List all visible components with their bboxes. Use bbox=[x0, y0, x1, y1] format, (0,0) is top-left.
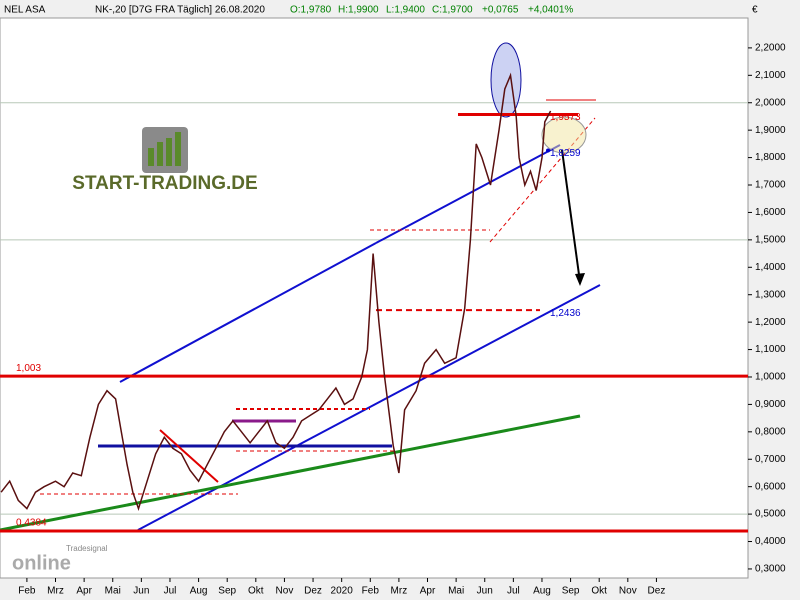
level-marker bbox=[546, 148, 550, 153]
y-tick-label: 2,1000 bbox=[755, 70, 786, 81]
y-tick-label: 2,0000 bbox=[755, 97, 786, 108]
x-tick-label: Mai bbox=[105, 586, 121, 597]
x-tick-label: Mrz bbox=[47, 586, 64, 597]
x-tick-label: Okt bbox=[248, 586, 264, 597]
x-tick-label: Jul bbox=[507, 586, 520, 597]
quote-value: C:1,9700 bbox=[432, 5, 473, 16]
support-line bbox=[0, 414, 581, 532]
y-tick-label: 1,6000 bbox=[755, 207, 786, 218]
y-tick-label: 0,6000 bbox=[755, 481, 786, 492]
x-tick-label: Sep bbox=[218, 586, 236, 597]
x-tick-label: Sep bbox=[562, 586, 580, 597]
logo-bar bbox=[166, 138, 172, 166]
x-tick-label: Jun bbox=[133, 586, 149, 597]
x-tick-label: Jun bbox=[477, 586, 493, 597]
axes: 0,3000 0,4000 0,5000 0,6000 0,7000 0,8000 0,90… bbox=[18, 43, 786, 597]
y-tick-label: 0,7000 bbox=[755, 454, 786, 465]
brand-small: Tradesignal bbox=[66, 544, 108, 553]
subtitle: NK-,20 [D7G FRA Täglich] 26.08.2020 bbox=[95, 5, 265, 16]
x-tick-label: Nov bbox=[619, 586, 637, 597]
x-tick-label: Dez bbox=[648, 586, 666, 597]
x-tick-label: Feb bbox=[362, 586, 380, 597]
price-line bbox=[0, 72, 552, 511]
x-tick-label: Aug bbox=[533, 586, 551, 597]
quote-value: O:1,9780 bbox=[290, 5, 332, 16]
level-label: 1,003 bbox=[16, 363, 41, 374]
brand: Tradesignal online bbox=[12, 544, 108, 574]
y-tick-label: 2,2000 bbox=[755, 43, 786, 54]
level-label: 1,2436 bbox=[550, 308, 581, 319]
x-tick-label: Apr bbox=[76, 586, 92, 597]
x-tick-label: Aug bbox=[190, 586, 208, 597]
y-tick-label: 0,4000 bbox=[755, 536, 786, 547]
y-tick-label: 1,7000 bbox=[755, 180, 786, 191]
x-tick-label: Feb bbox=[18, 586, 36, 597]
level-label: 1,8259 bbox=[550, 148, 581, 159]
x-tick-label: Dez bbox=[304, 586, 322, 597]
series bbox=[0, 72, 552, 511]
level-label: 1,9573 bbox=[550, 112, 581, 123]
x-tick-label: 2020 bbox=[331, 586, 354, 597]
highlight bbox=[490, 42, 522, 118]
unit: € bbox=[752, 5, 758, 16]
x-tick-label: Apr bbox=[420, 586, 436, 597]
quote: O:1,9780 H:1,9900 L:1,9400 C:1,9700 +0,0765 +… bbox=[290, 5, 573, 16]
plot-area bbox=[0, 17, 749, 579]
level-label: 0,4384 bbox=[16, 518, 47, 529]
quote-value: +0,0765 bbox=[482, 5, 519, 16]
x-tick-label: Okt bbox=[591, 586, 607, 597]
trend-line bbox=[159, 429, 219, 483]
x-tick-label: Nov bbox=[276, 586, 294, 597]
logo-bar bbox=[157, 142, 163, 166]
y-tick-label: 1,2000 bbox=[755, 317, 786, 328]
levels: 1,003 0,4384 1,9573 1,8259 1,2436 bbox=[0, 112, 748, 533]
quote-value: H:1,9900 bbox=[338, 5, 379, 16]
y-tick-label: 1,9000 bbox=[755, 125, 786, 136]
y-tick-label: 0,3000 bbox=[755, 564, 786, 575]
title: NEL ASA bbox=[4, 5, 46, 16]
x-tick-label: Jul bbox=[164, 586, 177, 597]
y-tick-label: 1,0000 bbox=[755, 372, 786, 383]
x-tick-label: Mrz bbox=[391, 586, 408, 597]
y-tick-label: 1,1000 bbox=[755, 344, 786, 355]
y-tick-label: 1,4000 bbox=[755, 262, 786, 273]
logo-text: START-TRADING.DE bbox=[72, 173, 257, 194]
highlight bbox=[541, 116, 587, 154]
arrow-head bbox=[575, 273, 585, 286]
y-tick-label: 0,5000 bbox=[755, 509, 786, 520]
y-tick-label: 1,3000 bbox=[755, 289, 786, 300]
y-tick-label: 1,8000 bbox=[755, 152, 786, 163]
logo-bar bbox=[148, 148, 154, 166]
trend-line bbox=[375, 144, 561, 244]
trend-line bbox=[119, 242, 377, 383]
logo-bar bbox=[175, 132, 181, 166]
quote-value: +4,0401% bbox=[528, 5, 573, 16]
y-tick-label: 0,8000 bbox=[755, 426, 786, 437]
logo: START-TRADING.DE bbox=[72, 127, 258, 194]
y-tick-label: 1,5000 bbox=[755, 235, 786, 246]
x-tick-label: Mai bbox=[448, 586, 464, 597]
y-tick-label: 0,9000 bbox=[755, 399, 786, 410]
brand-large: online bbox=[12, 552, 71, 574]
arrow bbox=[561, 149, 581, 283]
quote-value: L:1,9400 bbox=[386, 5, 425, 16]
